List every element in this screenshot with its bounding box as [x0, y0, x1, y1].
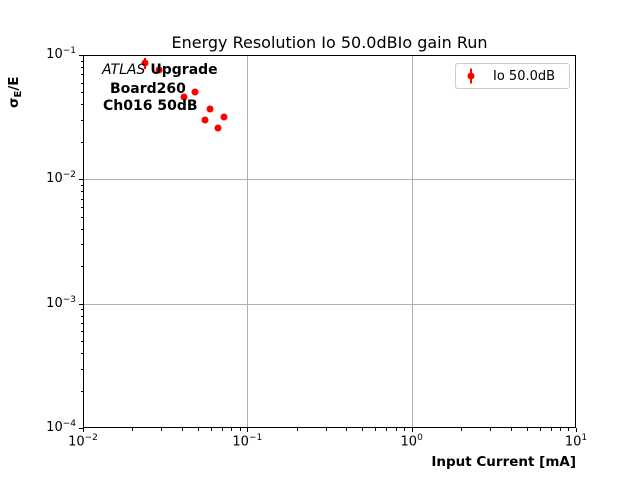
x-minor-tick: [568, 428, 570, 431]
x-axis-label: Input Current [mA]: [431, 454, 576, 470]
y-minor-tick: [80, 228, 83, 230]
data-point: [155, 66, 163, 74]
y-minor-tick: [80, 216, 83, 218]
y-minor-tick: [80, 92, 83, 94]
annotation-upgrade: Upgrade: [150, 62, 218, 78]
x-minor-tick: [296, 428, 298, 431]
data-point: [141, 59, 149, 67]
y-major-tick: [79, 55, 83, 56]
data-point: [201, 116, 209, 124]
y-tick-label: 10−2: [46, 170, 76, 187]
y-tick-label: 10−3: [46, 294, 76, 311]
data-point: [180, 93, 188, 101]
x-minor-tick: [539, 428, 541, 431]
x-tick-label: 100: [400, 433, 423, 450]
x-minor-tick: [132, 428, 134, 431]
annotation-channel: Ch016 50dB: [103, 98, 198, 114]
x-minor-tick: [161, 428, 163, 431]
legend-errorbar-icon: [465, 64, 477, 88]
data-point: [191, 88, 199, 96]
x-minor-tick: [395, 428, 397, 431]
x-minor-tick: [560, 428, 562, 431]
legend-label: Io 50.0dB: [493, 68, 556, 84]
y-minor-tick: [80, 390, 83, 392]
y-minor-tick: [80, 353, 83, 355]
y-minor-tick: [80, 67, 83, 69]
annotation-atlas-upgrade: ATLAS Upgrade: [102, 62, 218, 78]
chart-title: Energy Resolution Io 50.0dBIo gain Run: [171, 33, 488, 52]
x-minor-tick: [375, 428, 377, 431]
y-minor-tick: [80, 120, 83, 121]
y-minor-tick: [80, 191, 83, 193]
annotation-board: Board260: [110, 81, 186, 97]
annotation-atlas: ATLAS: [102, 62, 146, 78]
grid-line-vertical: [247, 55, 249, 428]
x-minor-tick: [490, 428, 492, 431]
data-point: [214, 124, 222, 132]
x-major-tick: [411, 428, 413, 432]
x-minor-tick: [231, 428, 233, 431]
y-minor-tick: [80, 74, 83, 76]
y-major-tick: [79, 428, 83, 429]
y-minor-tick: [80, 331, 83, 333]
x-minor-tick: [550, 428, 552, 431]
data-point: [206, 105, 214, 113]
y-minor-tick: [80, 104, 83, 106]
y-minor-tick: [80, 315, 83, 317]
x-minor-tick: [510, 428, 512, 431]
y-minor-tick: [80, 82, 83, 84]
x-minor-tick: [346, 428, 348, 431]
x-minor-tick: [404, 428, 406, 431]
x-minor-tick: [221, 428, 223, 431]
y-minor-tick: [80, 198, 83, 200]
y-major-tick: [79, 303, 83, 305]
x-major-tick: [247, 428, 249, 432]
y-minor-tick: [80, 309, 83, 311]
y-major-tick: [79, 179, 83, 181]
x-minor-tick: [210, 428, 212, 431]
x-minor-tick: [461, 428, 463, 431]
grid-line-horizontal: [83, 179, 576, 181]
x-major-tick: [83, 428, 84, 432]
x-tick-label: 101: [564, 433, 588, 450]
legend-marker-dot: [467, 72, 475, 80]
y-axis-label-sigma: σ: [6, 97, 22, 108]
y-minor-tick: [80, 322, 83, 324]
y-axis-label-rest: /E: [6, 76, 22, 91]
y-axis-label: σE/E: [6, 76, 24, 108]
y-minor-tick: [80, 341, 83, 343]
x-minor-tick: [239, 428, 241, 431]
x-minor-tick: [197, 428, 199, 431]
x-major-tick: [576, 428, 577, 432]
legend: Io 50.0dB: [455, 63, 570, 89]
x-minor-tick: [386, 428, 388, 431]
x-minor-tick: [526, 428, 528, 431]
y-minor-tick: [80, 266, 83, 268]
y-axis-label-subscript: E: [13, 90, 24, 98]
x-tick-label: 10−1: [232, 433, 263, 450]
x-minor-tick: [325, 428, 327, 431]
y-minor-tick: [80, 185, 83, 187]
y-minor-tick: [80, 141, 83, 143]
y-minor-tick: [80, 368, 83, 370]
x-tick-label: 10−2: [68, 433, 98, 450]
x-minor-tick: [362, 428, 364, 431]
y-tick-label: 10−1: [46, 45, 76, 63]
grid-line-horizontal: [83, 303, 576, 305]
data-point: [220, 113, 228, 121]
grid-line-vertical: [411, 55, 413, 428]
y-minor-tick: [80, 244, 83, 246]
x-minor-tick: [181, 428, 183, 431]
y-minor-tick: [80, 206, 83, 208]
y-minor-tick: [80, 60, 83, 62]
y-tick-label: 10−4: [46, 418, 76, 436]
